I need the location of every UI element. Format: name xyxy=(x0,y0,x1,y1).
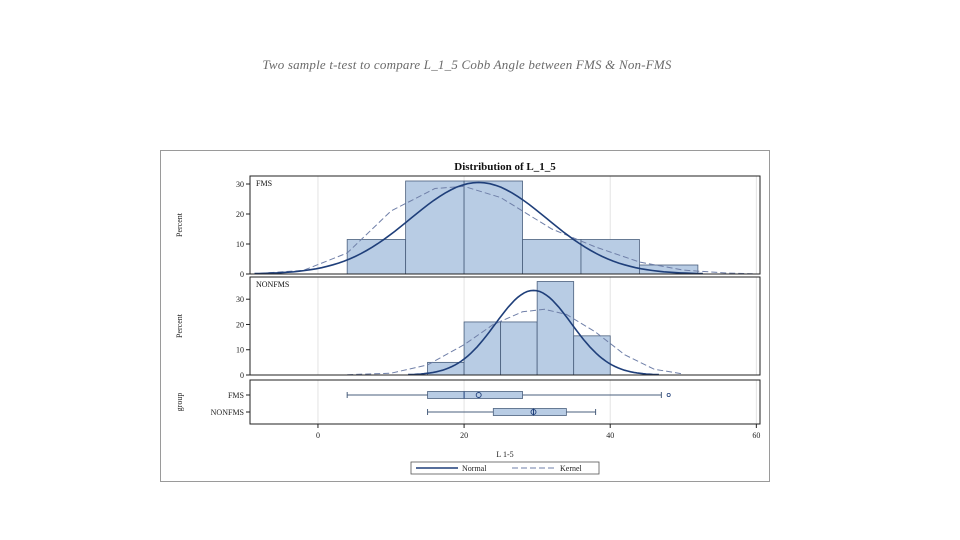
normal-curve xyxy=(254,181,703,275)
y-tick-label: 30 xyxy=(236,295,244,304)
x-axis-label: L 1-5 xyxy=(496,450,513,459)
y-tick-label: 10 xyxy=(236,346,244,355)
panel-label: FMS xyxy=(256,179,272,188)
panel-frame xyxy=(249,175,761,275)
y-axis-label: group xyxy=(175,393,184,412)
histogram-bar xyxy=(536,281,575,376)
y-tick-label: 30 xyxy=(236,180,244,189)
kernel-curve xyxy=(347,308,684,376)
x-tick-label: 0 xyxy=(316,431,320,440)
chart-frame xyxy=(160,150,770,482)
legend-kernel-label: Kernel xyxy=(560,464,583,473)
y-tick-label: 0 xyxy=(240,371,244,380)
mean-marker xyxy=(530,409,537,415)
normal-curve xyxy=(408,289,659,376)
kernel-curve xyxy=(259,185,753,275)
histogram-bar xyxy=(500,321,538,376)
box xyxy=(492,408,567,416)
histogram-bar xyxy=(463,321,502,376)
panel-frame xyxy=(249,379,761,425)
y-tick-label: 10 xyxy=(236,240,244,249)
slide-title: Two sample t-test to compare L_1_5 Cobb … xyxy=(262,57,672,72)
group-label: FMS xyxy=(228,391,244,400)
y-tick-label: 20 xyxy=(236,320,244,329)
x-tick-label: 60 xyxy=(752,431,760,440)
legend-normal-label: Normal xyxy=(462,464,487,473)
outlier-point xyxy=(666,392,671,397)
y-tick-label: 0 xyxy=(240,270,244,279)
histogram-bar xyxy=(463,180,523,275)
chart-title: Distribution of L_1_5 xyxy=(454,161,556,173)
box xyxy=(427,391,523,399)
y-axis-label: Percent xyxy=(175,212,184,237)
mean-marker xyxy=(475,392,482,398)
y-axis-label: Percent xyxy=(175,313,184,338)
legend-box xyxy=(410,461,600,475)
panel-label: NONFMS xyxy=(256,280,289,289)
histogram-bar xyxy=(405,180,465,275)
histogram-bar xyxy=(522,239,582,275)
x-tick-label: 20 xyxy=(460,431,468,440)
group-label: NONFMS xyxy=(211,408,244,417)
panel-frame xyxy=(249,276,761,376)
x-tick-label: 40 xyxy=(606,431,614,440)
y-tick-label: 20 xyxy=(236,210,244,219)
histogram-bar xyxy=(573,335,611,376)
